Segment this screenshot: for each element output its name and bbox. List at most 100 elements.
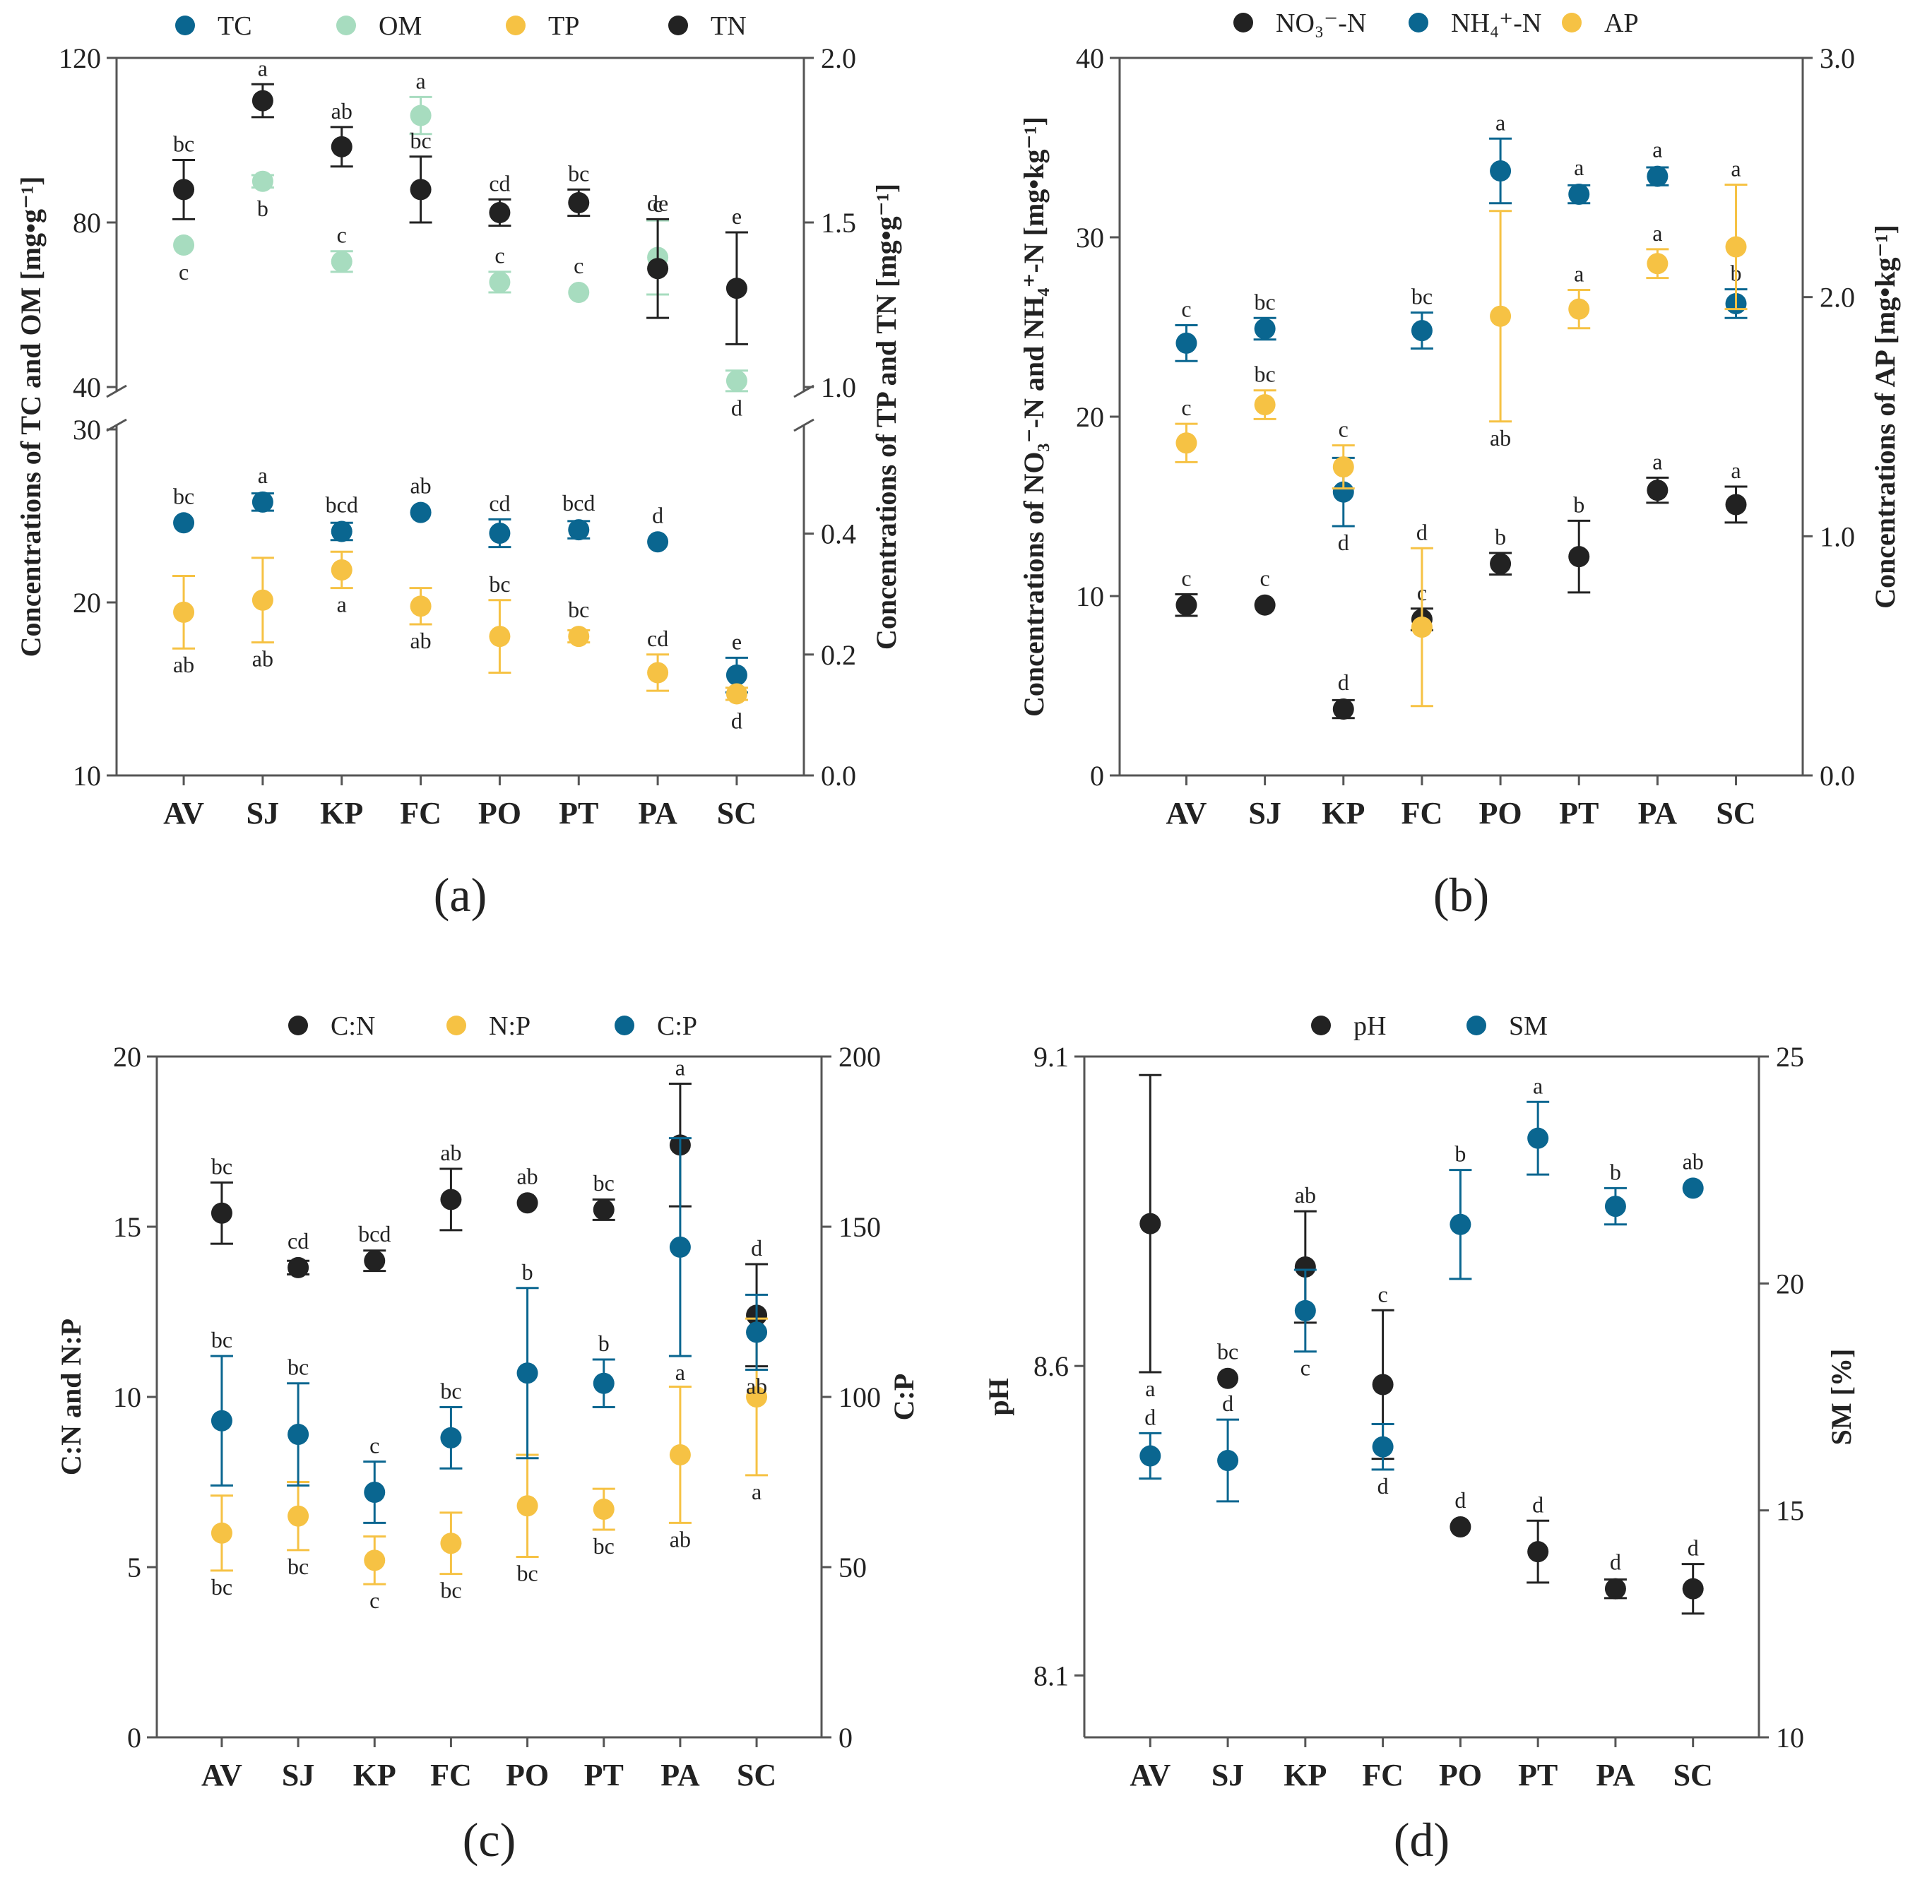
- series-n-p-point-kp: c: [363, 1535, 386, 1613]
- series-nh4-n-point-fc: bc: [1410, 284, 1433, 350]
- panel-label-a: (a): [434, 868, 487, 922]
- significance-label: d: [1377, 1473, 1389, 1499]
- series-n-p-point-pa: ab: [668, 1386, 692, 1552]
- data-point: [1682, 1578, 1704, 1600]
- right-y-tick-label: 20: [1776, 1268, 1804, 1299]
- series-tn-point-fc: bc: [409, 128, 432, 224]
- significance-label: bcd: [326, 492, 358, 518]
- x-tick-label-pt: PT: [1518, 1758, 1558, 1792]
- data-point: [288, 1424, 309, 1446]
- significance-label: ab: [173, 652, 194, 677]
- series-ap-point-kp: c: [1332, 417, 1355, 490]
- data-point: [288, 1256, 309, 1278]
- significance-label: d: [1688, 1535, 1699, 1561]
- significance-label: c: [1378, 1281, 1388, 1307]
- left-y-tick-label: 10: [73, 760, 101, 792]
- significance-label: bc: [1411, 284, 1433, 309]
- significance-label: ab: [1490, 425, 1511, 451]
- x-tick-label-sc: SC: [717, 796, 757, 831]
- left-y-tick-label: 5: [127, 1552, 141, 1583]
- panel-label-c: (c): [463, 1813, 516, 1867]
- right-y-tick-label: 1.0: [821, 371, 856, 403]
- y-axis-title-left: pH: [983, 1378, 1014, 1415]
- legend-marker-0: [1233, 13, 1253, 32]
- series-sm-point-sj: d: [1216, 1391, 1240, 1503]
- series-n-p-point-po: bc: [516, 1453, 539, 1586]
- data-point: [1139, 1213, 1161, 1234]
- series-c-p-point-kp: c: [363, 1433, 386, 1524]
- right-y-tick-label: 0: [838, 1722, 853, 1754]
- significance-label: d: [1338, 530, 1349, 555]
- significance-label: ab: [410, 473, 431, 499]
- significance-label: a: [258, 463, 268, 488]
- significance-label: b: [1573, 492, 1584, 517]
- x-tick-label-av: AV: [1166, 796, 1207, 831]
- significance-label: ab: [746, 1373, 767, 1398]
- significance-label: ab: [410, 628, 431, 653]
- right-y-tick-label: 0.2: [821, 639, 856, 671]
- significance-label: b: [1610, 1159, 1621, 1184]
- data-point: [173, 234, 195, 256]
- data-point: [1175, 332, 1197, 354]
- series-ph-point-av: a: [1139, 1073, 1162, 1401]
- series-n-p-point-pt: bc: [592, 1487, 615, 1559]
- series-tc-point-po: cd: [488, 490, 511, 549]
- significance-label: bc: [568, 597, 589, 622]
- series-n-p-point-av: bc: [210, 1494, 233, 1600]
- legend-marker-3: [668, 16, 688, 35]
- significance-label: d: [652, 502, 663, 528]
- series-c-p-point-pa: a: [668, 1137, 692, 1385]
- y-axis-title-left: Concentrations of NO₃⁻-N and NH₄⁺-N [mg•…: [1018, 117, 1050, 717]
- significance-label: bc: [211, 1327, 232, 1352]
- significance-label: a: [415, 68, 425, 93]
- significance-label: d: [1222, 1391, 1233, 1416]
- data-point: [410, 105, 432, 126]
- significance-label: c: [574, 253, 583, 278]
- x-tick-label-po: PO: [506, 1758, 549, 1792]
- significance-label: c: [1181, 296, 1191, 321]
- significance-label: bc: [288, 1355, 309, 1380]
- right-y-tick-label: 10: [1776, 1722, 1804, 1754]
- significance-label: d: [1338, 670, 1349, 695]
- significance-label: a: [1652, 448, 1662, 474]
- x-tick-label-po: PO: [1439, 1758, 1482, 1792]
- significance-label: a: [675, 1359, 685, 1385]
- legend-label-2: C:P: [657, 1011, 697, 1041]
- y-axis-title-right: Concentrations of AP [mg•kg⁻¹]: [1869, 225, 1901, 609]
- significance-label: bc: [516, 1561, 538, 1586]
- data-point: [211, 1522, 232, 1544]
- left-y-tick-label: 10: [113, 1381, 141, 1413]
- data-point: [725, 370, 747, 392]
- series-tc-point-fc: ab: [410, 473, 432, 523]
- series-c-n-point-sj: cd: [287, 1228, 310, 1278]
- data-point: [1647, 480, 1669, 501]
- legend-marker-0: [175, 16, 195, 35]
- series-ph-point-fc: c: [1371, 1281, 1394, 1460]
- significance-label: a: [1145, 1376, 1155, 1401]
- data-point: [1725, 494, 1747, 516]
- data-point: [647, 258, 669, 280]
- x-tick-label-pt: PT: [559, 796, 598, 831]
- series-ph-point-pa: d: [1604, 1549, 1627, 1600]
- left-y-tick-label: 20: [113, 1041, 141, 1073]
- legend-label-3: TN: [711, 11, 747, 41]
- x-tick-label-po: PO: [478, 796, 521, 831]
- legend-marker-2: [615, 1016, 634, 1035]
- legend-marker-0: [1311, 1016, 1331, 1035]
- y-axis-title-left: Concentrations of TC and OM [mg•g⁻¹]: [15, 177, 47, 658]
- series-no3-n-point-po: b: [1489, 524, 1512, 576]
- data-point: [1294, 1299, 1316, 1321]
- axis-break-gap-left: [112, 391, 121, 425]
- series-om-point-fc: a: [409, 68, 432, 136]
- x-tick-label-pa: PA: [1596, 1758, 1635, 1792]
- data-point: [669, 1444, 691, 1465]
- significance-label: c: [369, 1433, 379, 1458]
- x-tick-label-pa: PA: [638, 796, 677, 831]
- significance-label: cd: [489, 170, 510, 196]
- series-ph-point-pt: d: [1527, 1492, 1550, 1584]
- series-tn-point-pt: bc: [567, 160, 591, 218]
- series-tp-point-pt: bc: [567, 597, 591, 648]
- series-no3-n-point-kp: d: [1332, 670, 1355, 720]
- significance-label: bc: [593, 1170, 615, 1196]
- significance-label: bc: [410, 128, 431, 153]
